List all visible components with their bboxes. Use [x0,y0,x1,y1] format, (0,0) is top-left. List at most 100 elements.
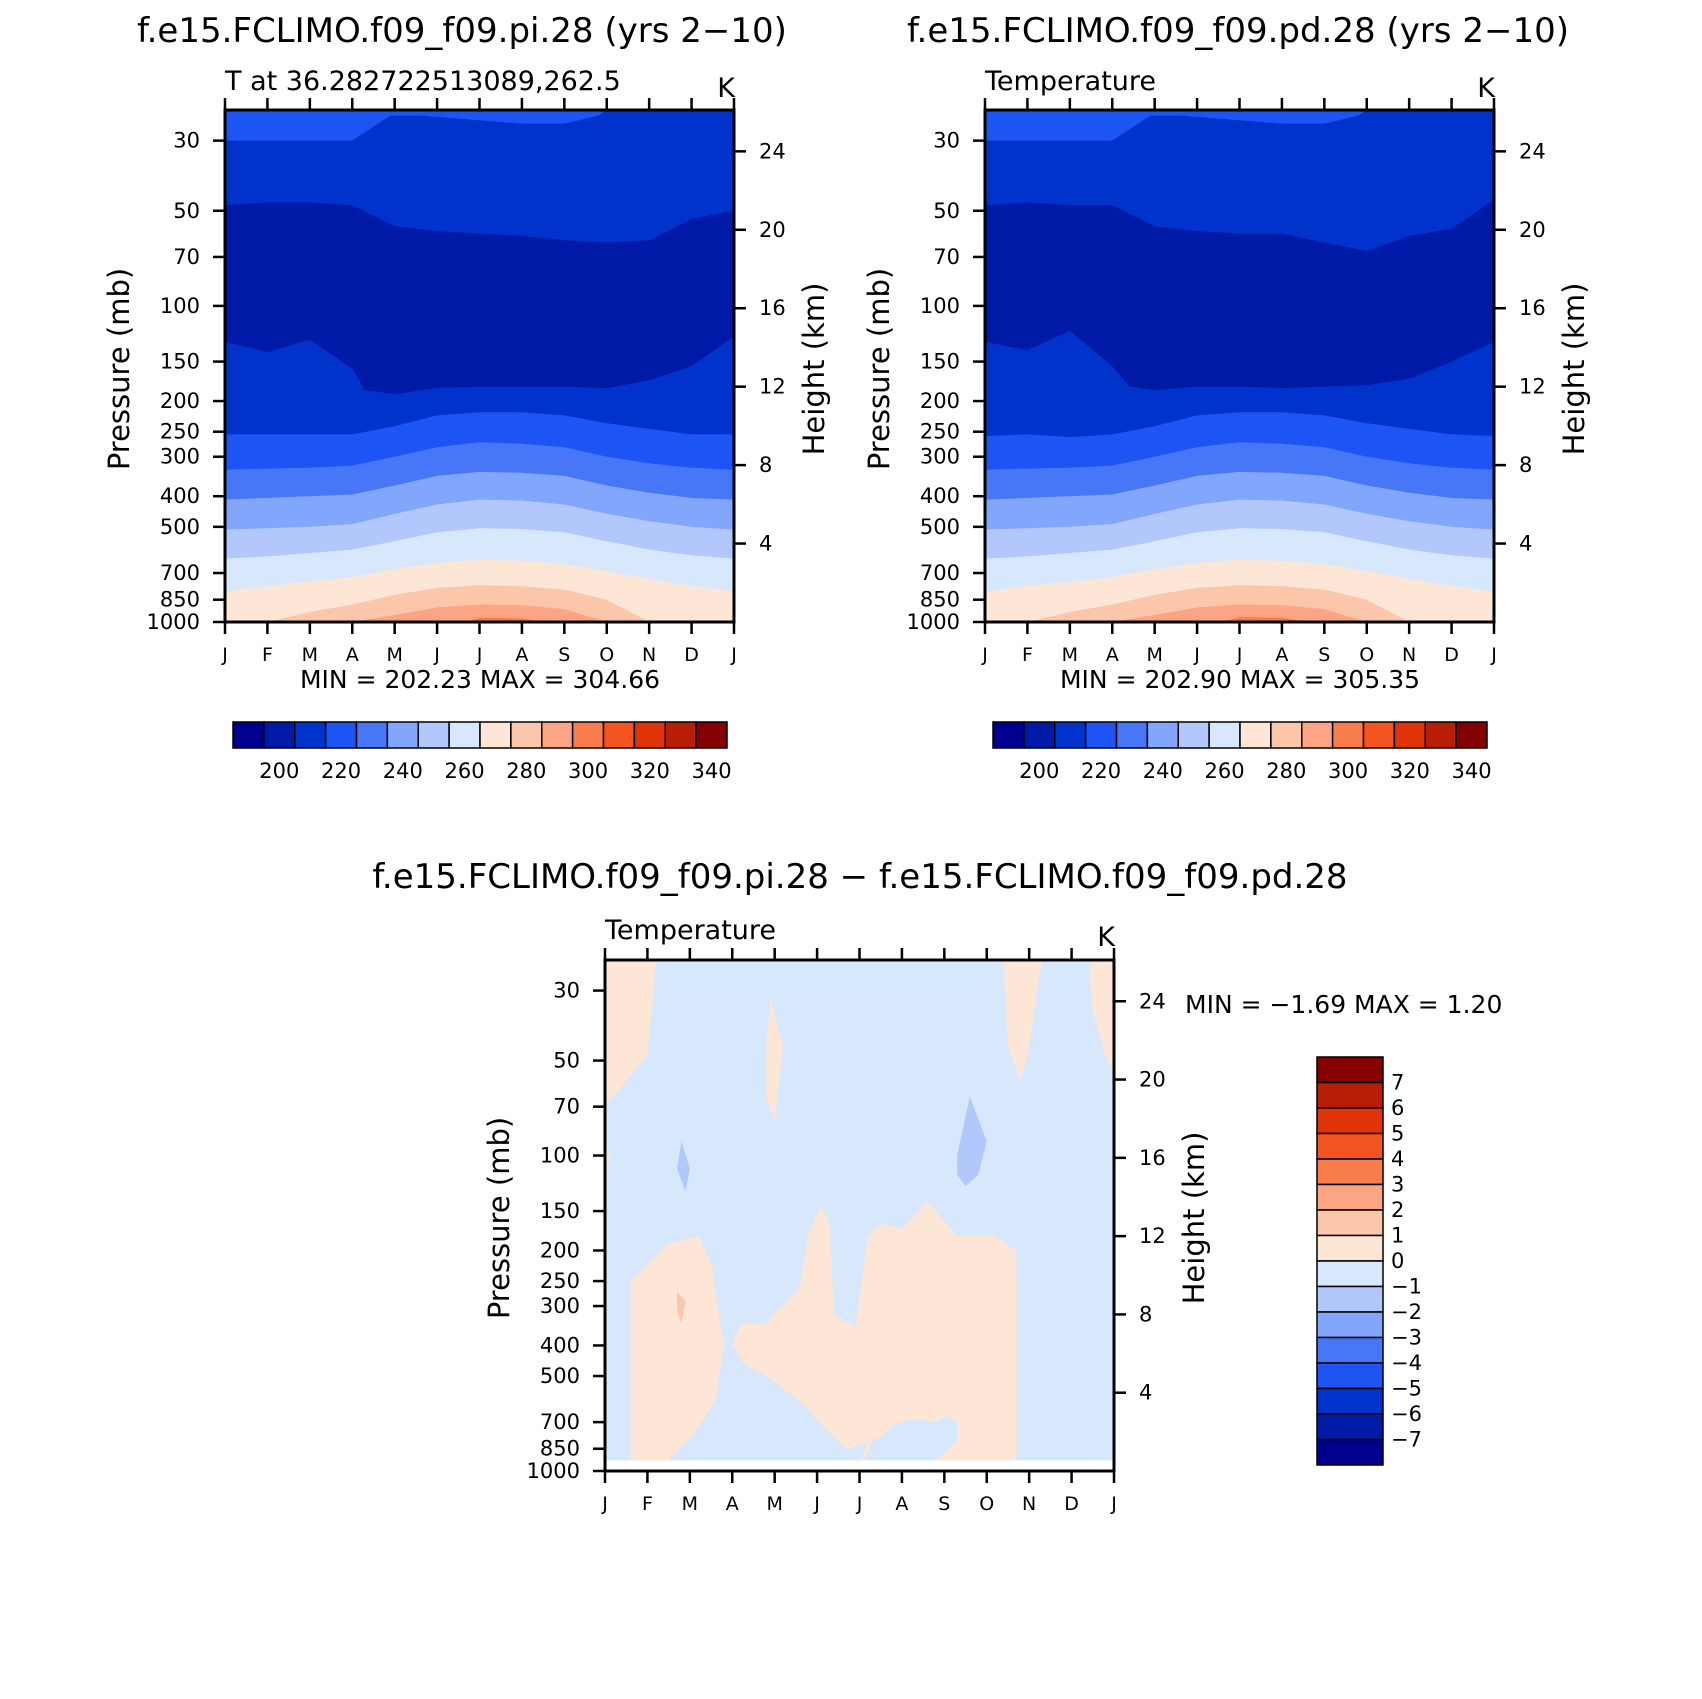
y-tick-label: 500 [160,515,200,539]
colorbar-swatch [664,721,697,749]
colorbar-swatch [355,721,389,749]
y-tick-right-label: 20 [1519,218,1546,242]
y-tick-label: 200 [160,389,200,413]
y-tick-right-label: 24 [1519,139,1546,163]
x-tick-label: M [766,1493,782,1515]
band-0-1 [1088,960,1114,1074]
colorbar-swatch [541,721,574,749]
colorbar-label: 240 [1143,759,1183,783]
y-tick-label: 850 [540,1437,580,1461]
panel-pd-title: f.e15.FCLIMO.f09_f09.pd.28 (yrs 2−10) [907,11,1569,51]
y-tick-right-label: 4 [759,532,772,556]
colorbar-swatch [1424,721,1457,749]
colorbar-swatch [602,721,636,749]
y-tick-label: 500 [540,1364,580,1388]
y-tick-right-label: 20 [759,218,786,242]
y-tick-right-label: 8 [759,453,772,477]
y-tick-label: 100 [540,1144,580,1168]
colorbar-swatch [1316,1158,1384,1186]
y-tick-label: 250 [540,1269,580,1293]
colorbar-swatch [1331,721,1365,749]
band-0-1 [766,999,784,1122]
y-tick-right-label: 24 [1139,989,1166,1013]
colorbar-swatch [1316,1311,1384,1339]
colorbar-swatch [1316,1362,1384,1390]
x-tick-label: N [1402,644,1416,666]
x-tick-label: S [1318,644,1330,666]
colorbar-swatch [1316,1056,1384,1084]
y-tick-right-label: 16 [1139,1146,1166,1170]
colorbar-swatch [1362,721,1396,749]
panel-diff-subtitle: Temperature [604,915,776,946]
x-tick-label: J [601,1493,608,1515]
colorbar-label: 1 [1391,1224,1404,1248]
y-tick-label: 30 [553,979,580,1003]
x-tick-label: D [684,644,699,666]
colorbar-swatch [417,721,450,749]
panel-pd-ylabel: Pressure (mb) [862,268,896,470]
y-tick-label: 70 [173,245,200,269]
x-tick-label: J [1193,644,1200,666]
band-290-300 [1112,604,1367,622]
colorbar-label: 6 [1391,1096,1404,1120]
x-tick-label: J [476,644,483,666]
colorbar-label: −7 [1391,1428,1422,1452]
colorbar-label: 3 [1391,1173,1404,1197]
x-tick-label: S [558,644,570,666]
y-tick-right-label: 16 [759,296,786,320]
y-tick-label: 30 [933,129,960,153]
colorbar-swatch [1084,721,1118,749]
colorbar-swatch [263,721,296,749]
panel-pd-subtitle: Temperature [984,66,1156,97]
colorbar-swatch [633,721,666,749]
colorbar-swatch [1316,1260,1384,1288]
colorbar-label: 2 [1391,1198,1404,1222]
x-tick-label: M [1146,644,1162,666]
y-tick-right-label: 8 [1519,453,1532,477]
panel-pd-minmax: MIN = 202.90 MAX = 305.35 [1060,665,1420,694]
colorbar-label: 200 [259,759,299,783]
x-tick-label: M [302,644,318,666]
colorbar-swatch [1023,721,1056,749]
y-tick-label: 400 [540,1333,580,1357]
colorbar-label: −3 [1391,1326,1422,1350]
colorbar-label: 320 [1390,759,1430,783]
band-200-210 [985,199,1494,391]
panel-diff-ylabel-right: Height (km) [1177,1132,1211,1305]
x-tick-label: A [1275,644,1288,666]
y-tick-label: 700 [160,561,200,585]
colorbar-swatch [1115,721,1149,749]
x-tick-label: J [1110,1493,1117,1515]
x-tick-label: A [346,644,359,666]
x-tick-label: J [813,1493,820,1515]
panel-diff-title: f.e15.FCLIMO.f09_f09.pi.28 − f.e15.FCLIM… [372,857,1347,897]
x-tick-label: N [642,644,656,666]
panel-pi-ylabel-right: Height (km) [797,283,831,456]
y-tick-label: 1000 [527,1459,580,1483]
contour-fills [225,110,734,622]
y-tick-label: 500 [920,515,960,539]
panel-pi-units: K [717,73,736,104]
y-tick-label: 150 [920,350,960,374]
x-tick-label: O [599,644,614,666]
band-neg2-neg1 [957,1096,987,1187]
panel-diff-units: K [1097,922,1116,953]
panel-pd: f.e15.FCLIMO.f09_f09.pd.28 (yrs 2−10) Te… [862,11,1591,783]
colorbar-label: 280 [506,759,546,783]
contour-fills [605,960,1114,1461]
y-tick-label: 250 [920,420,960,444]
colorbar-swatch [1054,721,1087,749]
colorbar-swatch [1316,1209,1384,1237]
x-tick-label: D [1444,644,1459,666]
colorbar-swatch [324,721,358,749]
y-tick-label: 1000 [147,610,200,634]
y-tick-label: 250 [160,420,200,444]
x-tick-label: O [1359,644,1374,666]
band-0-1 [860,1236,1017,1461]
colorbar-label: 280 [1266,759,1306,783]
colorbar-label: 340 [692,759,732,783]
